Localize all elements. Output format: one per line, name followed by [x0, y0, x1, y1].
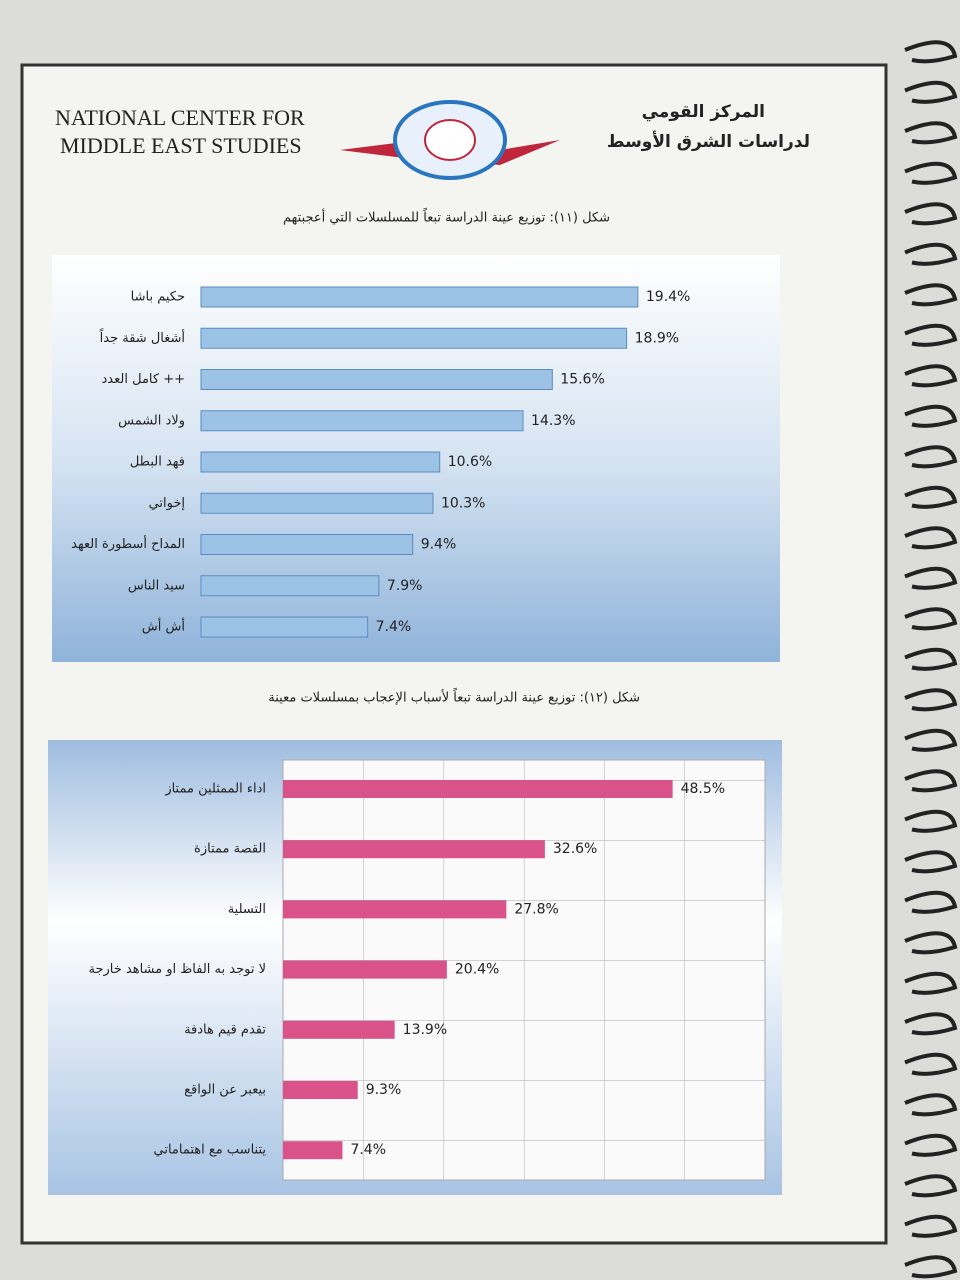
category-label: فهد البطل [130, 455, 185, 470]
category-label: اداء الممثلين ممتاز [164, 782, 266, 797]
spiral [904, 40, 958, 1279]
spiral-ring [904, 850, 958, 874]
category-label: أش أش [142, 618, 185, 635]
spiral-ring [904, 566, 958, 590]
chart-2-title: شكل (١٢): توزيع عينة الدراسة تبعاً لأسبا… [268, 688, 640, 706]
spiral-ring [904, 1133, 958, 1157]
spiral-ring [904, 1093, 958, 1117]
spiral-ring [904, 769, 958, 793]
category-label: إخواتي [149, 496, 185, 511]
bar [283, 960, 447, 979]
value-label: 9.4% [421, 537, 457, 553]
spiral-ring [904, 526, 958, 550]
bar [200, 492, 434, 514]
spiral-ring [904, 283, 958, 307]
value-label: 13.9% [403, 1022, 447, 1038]
value-label: 14.3% [531, 413, 575, 429]
spiral-ring [904, 688, 958, 712]
category-label: بيعبر عن الواقع [184, 1083, 266, 1098]
bar [200, 616, 369, 638]
value-label: 15.6% [560, 372, 604, 388]
category-label: تقدم قيم هادفة [184, 1022, 266, 1037]
spiral-ring [904, 647, 958, 671]
value-label: 18.9% [635, 330, 679, 346]
value-label: 27.8% [514, 901, 558, 917]
spiral-ring [904, 1255, 958, 1279]
bar [200, 534, 414, 555]
bar [283, 1081, 358, 1099]
bar [200, 575, 380, 597]
category-label: القصة ممتازة [194, 842, 266, 857]
spiral-ring [904, 728, 958, 752]
chart-1-title: شكل (١١): توزيع عينة الدراسة تبعاً للمسل… [283, 208, 610, 226]
category-label: التسلية [228, 902, 266, 917]
spiral-ring [904, 971, 958, 995]
value-label: 19.4% [646, 289, 690, 305]
logo [340, 100, 560, 180]
category-label: لا توجد به الفاظ او مشاهد خارجة [89, 962, 267, 977]
value-label: 32.6% [553, 841, 597, 857]
value-label: 7.4% [350, 1142, 386, 1158]
spiral-ring [904, 607, 958, 631]
spiral-ring [904, 485, 958, 509]
header-en-2: MIDDLE EAST STUDIES [60, 133, 302, 158]
value-label: 7.9% [387, 578, 423, 594]
spiral-ring [904, 242, 958, 266]
bar [200, 410, 524, 432]
spiral-ring [904, 931, 958, 955]
spiral-ring [904, 445, 958, 469]
spiral-ring [904, 404, 958, 428]
category-label: المداح أسطورة العهد [71, 535, 185, 552]
bar [283, 1020, 395, 1039]
spiral-ring [904, 80, 958, 104]
spiral-ring [904, 809, 958, 833]
value-label: 9.3% [366, 1082, 402, 1098]
category-label: يتناسب مع اهتماماتي [154, 1143, 267, 1158]
category-label: كامل العدد ++ [102, 372, 185, 387]
spiral-ring [904, 121, 958, 145]
bar [283, 840, 545, 859]
spiral-ring [904, 1174, 958, 1198]
spiral-ring [904, 890, 958, 914]
value-label: 48.5% [681, 781, 725, 797]
value-label: 20.4% [455, 962, 499, 978]
spiral-ring [904, 1012, 958, 1036]
bar [283, 780, 673, 798]
bar [200, 286, 639, 308]
spiral-ring [904, 202, 958, 226]
spiral-ring [904, 323, 958, 347]
category-label: ولاد الشمس [118, 413, 185, 428]
category-label: سيد الناس [128, 578, 185, 593]
category-label: أشغال شقة جداً [99, 328, 185, 346]
bar [283, 1141, 343, 1160]
header-ar-1: المركز القومي [642, 102, 765, 122]
spiral-ring [904, 1052, 958, 1076]
value-label: 7.4% [376, 619, 412, 635]
bar [200, 369, 553, 390]
bar [200, 451, 441, 473]
value-label: 10.3% [441, 495, 485, 511]
header-en-1: NATIONAL CENTER FOR [55, 105, 305, 130]
spiral-ring [904, 364, 958, 388]
category-label: حكيم باشا [131, 290, 185, 305]
spiral-ring [904, 1214, 958, 1238]
bar [200, 327, 628, 349]
header-ar-2: لدراسات الشرق الأوسط [607, 131, 810, 152]
value-label: 10.6% [448, 454, 492, 470]
bar [283, 900, 507, 919]
spiral-ring [904, 40, 958, 64]
spiral-ring [904, 161, 958, 185]
